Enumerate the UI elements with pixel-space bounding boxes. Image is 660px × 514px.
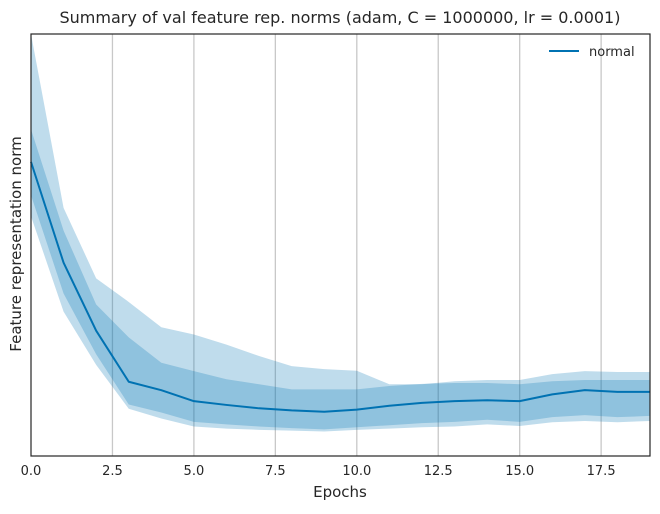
x-axis-label: Epochs bbox=[313, 483, 367, 501]
series-line-normal bbox=[30, 161, 650, 413]
grid-layer bbox=[111, 34, 602, 456]
legend-label-normal: normal bbox=[589, 45, 635, 60]
x-tick-label: 15.0 bbox=[505, 464, 534, 479]
x-tick-label: 7.5 bbox=[265, 464, 286, 479]
legend: normal bbox=[549, 45, 635, 60]
outer-band-0 bbox=[31, 34, 650, 432]
plot-frame bbox=[30, 33, 651, 457]
x-tick-label: 17.5 bbox=[587, 464, 616, 479]
x-tick-label: 10.0 bbox=[342, 464, 371, 479]
line-layer bbox=[30, 161, 650, 413]
y-axis-label: Feature representation norm bbox=[7, 136, 25, 351]
band-layer bbox=[31, 34, 650, 432]
x-tick-label: 0.0 bbox=[21, 464, 42, 479]
x-tick-label: 12.5 bbox=[424, 464, 453, 479]
inner-band-0 bbox=[31, 129, 650, 430]
x-tick-label: 2.5 bbox=[102, 464, 123, 479]
tick-layer: 0.0 2.5 5.0 7.5 10.0 12.5 15.0 17.5 bbox=[21, 464, 616, 479]
x-tick-label: 5.0 bbox=[184, 464, 205, 479]
chart-title: Summary of val feature rep. norms (adam,… bbox=[60, 8, 621, 27]
